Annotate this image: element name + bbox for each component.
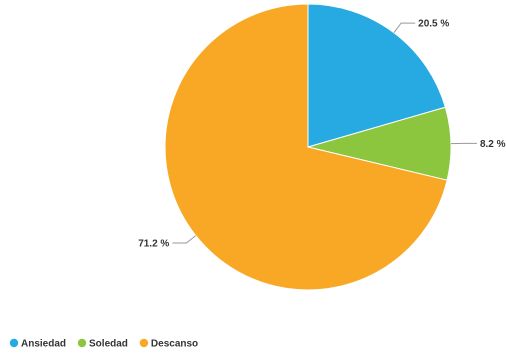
leader-line-descanso (172, 235, 197, 244)
legend-label-descanso: Descanso (151, 339, 198, 350)
leader-line-ansiedad (393, 22, 416, 34)
pie-slice-ansiedad (307, 3, 446, 148)
pie-data-labels: 20.5 % 8.2 % 71.2 % (138, 19, 505, 250)
data-label-ansiedad: 20.5 % (418, 19, 449, 30)
chart-legend: Ansiedad Soledad Descanso (9, 338, 198, 350)
legend-label-ansiedad: Ansiedad (21, 339, 66, 350)
legend-marker-ansiedad (9, 338, 19, 348)
legend-marker-soledad (77, 338, 87, 348)
data-label-soledad: 8.2 % (480, 139, 506, 150)
legend-item-descanso[interactable]: Descanso (139, 338, 198, 350)
legend-marker-descanso (139, 338, 149, 348)
data-label-descanso: 71.2 % (138, 239, 169, 250)
legend-label-soledad: Soledad (89, 339, 128, 350)
pie-slice-descanso (164, 3, 448, 291)
legend-item-ansiedad[interactable]: Ansiedad (9, 338, 66, 350)
pie-slices (164, 3, 452, 291)
legend-item-soledad[interactable]: Soledad (77, 338, 128, 350)
pie-leader-lines (172, 22, 477, 244)
